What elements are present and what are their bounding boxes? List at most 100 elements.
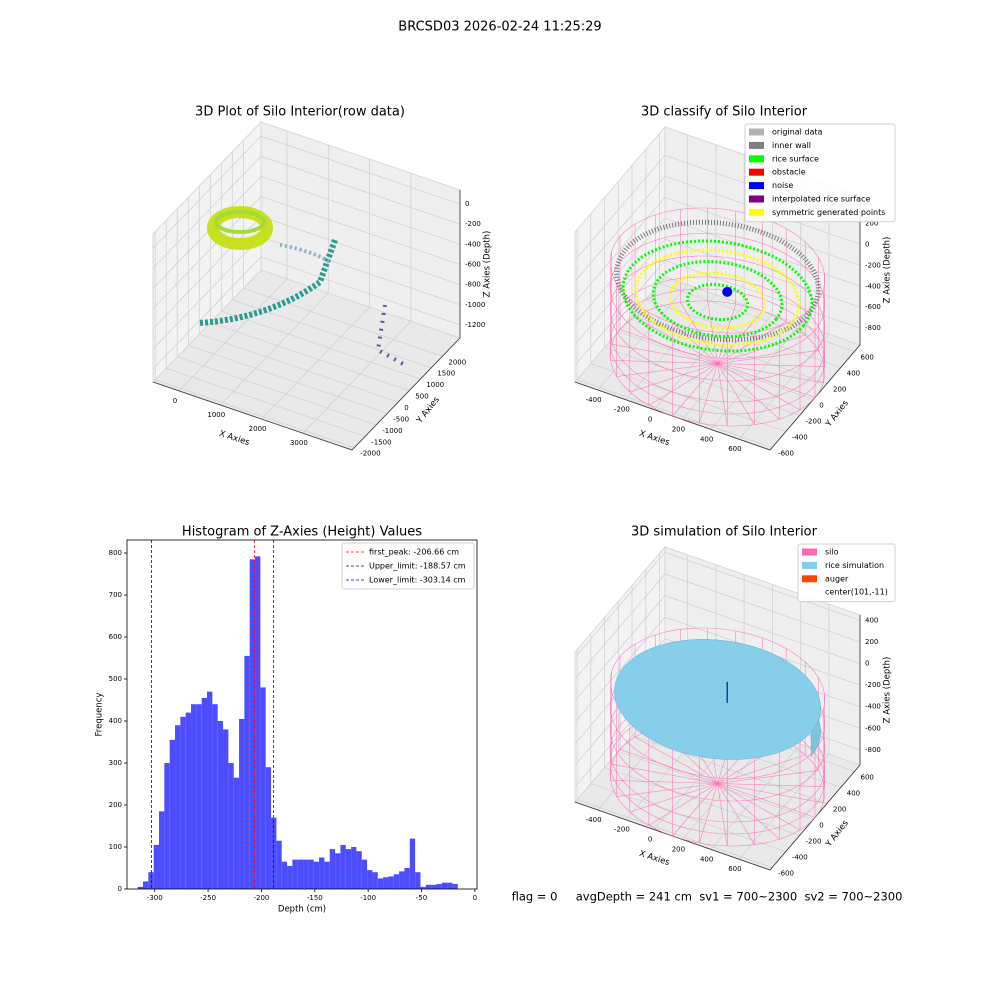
histogram-bar [303,859,309,889]
histogram-bar [228,763,234,889]
y-grid-line [659,133,855,352]
z-tick-label: 0 [865,660,869,668]
y-axis-label: Y Axies [823,398,851,430]
histogram-bar [153,844,160,889]
z-tick-label: -800 [465,281,481,289]
histogram-bar [137,886,144,889]
z-grid-line [152,175,461,289]
z-tick-label: -200 [865,261,881,269]
histogram-bar [340,844,346,889]
noise-cluster [722,286,733,297]
z-grid-line [574,616,861,723]
y-tick-label: -500 [393,415,409,423]
histogram-bar [436,883,442,889]
histogram-bar [431,884,437,889]
y-tick-label: -1000 [382,427,402,435]
z-tick-label: -1200 [465,321,485,329]
histogram-bar [356,851,362,889]
legend-swatch [749,168,764,176]
legend-label: silo [825,548,839,557]
x-tick-label: -300 [147,894,163,902]
histogram-bar [297,859,304,889]
x-tick-label: -400 [586,396,602,404]
histogram-bar [159,811,165,889]
y-tick-label: 0 [404,404,408,412]
z-axis-label: Z Axies (Depth) [883,237,893,304]
x-tick-label: 400 [700,855,713,863]
silo-spoke [717,363,780,420]
legend-swatch [749,155,764,163]
histogram-bar [377,878,384,889]
z-tick-label: -400 [865,282,881,290]
y-tick-label: 500 [415,393,428,401]
x-grid-line [710,594,802,850]
silo-spoke [717,363,755,425]
silo-spoke [717,363,801,411]
z-axis-label: Z Axies (Depth) [883,657,893,724]
z-tick-label: -200 [465,220,481,228]
panel-title: 3D Plot of Silo Interior(row data) [195,105,405,120]
histogram-bar [319,857,325,889]
z-tick-label: -600 [865,303,881,311]
silo-spoke [699,363,718,424]
silo-spoke [717,783,825,787]
x-tick-label: 400 [700,435,713,443]
histogram-bar [383,877,389,889]
x-tick-label: 0 [473,894,477,902]
histogram-bar [201,697,208,889]
y-grid-line [631,165,828,384]
y-tick-label: -1500 [371,438,391,446]
wall-points [614,219,821,343]
z-tick-label: -600 [465,261,481,269]
histogram-bar [276,840,282,889]
histogram-bar [143,881,149,889]
x-tick-label: 2000 [249,425,267,433]
y-tick-label: -400 [792,434,808,442]
y-tick-label: 200 [833,805,846,813]
z-tick-label: -800 [865,746,881,754]
legend-box [341,542,475,590]
y-tick-label: 500 [109,675,122,683]
x-tick-label: -150 [307,894,323,902]
histogram-bar [388,876,394,889]
z-tick-label: -400 [465,240,481,248]
legend-swatch [749,182,764,190]
y-tick-label: 2000 [448,358,466,366]
x-tick-label: -200 [614,826,630,834]
y-tick-label: 0 [118,885,122,893]
z-tick-label: -1000 [465,301,485,309]
histogram-bar [164,763,170,889]
status-text: flag = 0 avgDepth = 241 cm sv1 = 700~230… [512,890,903,904]
histogram-bar [271,817,277,889]
histogram-bar [452,883,458,889]
z-axis-label: Z Axies (Depth) [483,231,493,298]
x-grid-line [597,134,688,391]
silo-spoke [717,303,736,364]
y-tick-label: 600 [861,773,874,781]
silo-spoke [619,749,718,784]
legend-label: first_peak: -206.66 cm [369,548,459,557]
x-tick-label: -200 [254,894,270,902]
silo-spoke [717,783,801,831]
silo-spoke [717,754,806,784]
x-axis-label: Depth (cm) [278,905,326,915]
silo-spoke [717,310,763,364]
z-tick-label: 0 [865,240,869,248]
y-tick-label: 200 [833,385,846,393]
z-grid-line [574,551,861,658]
histogram-bar [372,872,378,889]
x-grid-line [261,159,371,420]
y-grid-line [187,197,388,414]
x-grid-line [710,174,802,430]
y-tick-label: 400 [109,717,122,725]
histogram-bar [180,716,186,889]
panel-title: 3D simulation of Silo Interior [631,525,818,540]
histogram-bar [345,849,352,889]
x-grid-line [178,130,288,392]
histogram-bar [308,859,314,889]
silo-spoke [648,363,718,406]
y-tick-label: -200 [806,418,822,426]
histogram-bar [361,859,368,889]
silo-spoke [717,363,825,367]
y-tick-label: -2000 [360,450,380,458]
